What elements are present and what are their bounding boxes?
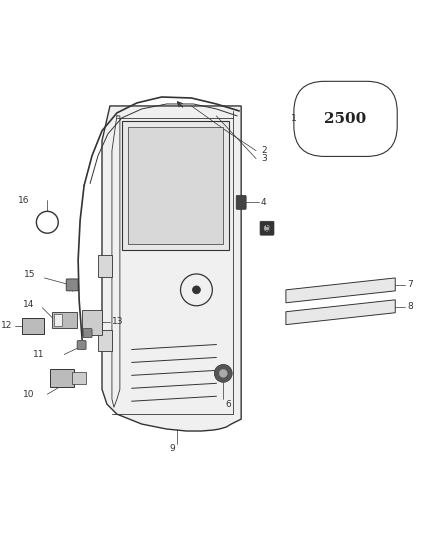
Text: 14: 14: [22, 300, 34, 309]
Text: 2: 2: [261, 146, 267, 155]
FancyBboxPatch shape: [236, 196, 246, 209]
Text: 11: 11: [33, 350, 44, 359]
Circle shape: [219, 369, 227, 377]
Text: 8: 8: [407, 302, 413, 311]
Text: 13: 13: [112, 317, 124, 326]
FancyBboxPatch shape: [22, 318, 44, 334]
FancyBboxPatch shape: [83, 329, 92, 337]
Text: 3: 3: [261, 154, 267, 163]
Text: 9: 9: [170, 445, 176, 454]
Text: 15: 15: [25, 270, 36, 279]
Text: 10: 10: [22, 390, 34, 399]
Text: 12: 12: [1, 321, 13, 330]
Text: 6: 6: [225, 400, 231, 409]
FancyBboxPatch shape: [50, 369, 74, 387]
Polygon shape: [286, 300, 395, 325]
FancyBboxPatch shape: [260, 221, 274, 235]
FancyBboxPatch shape: [54, 314, 62, 326]
Text: 2500: 2500: [325, 112, 367, 126]
Circle shape: [264, 225, 270, 231]
Circle shape: [192, 286, 201, 294]
FancyBboxPatch shape: [52, 312, 77, 328]
Polygon shape: [102, 106, 241, 431]
Text: 5: 5: [264, 224, 270, 233]
Text: 1: 1: [291, 115, 297, 123]
Circle shape: [214, 365, 232, 382]
FancyBboxPatch shape: [98, 329, 112, 351]
FancyBboxPatch shape: [66, 279, 78, 291]
FancyBboxPatch shape: [82, 310, 102, 335]
Polygon shape: [286, 278, 395, 303]
Polygon shape: [128, 127, 223, 244]
Text: 16: 16: [18, 196, 29, 205]
Text: 7: 7: [407, 280, 413, 289]
Polygon shape: [122, 121, 229, 250]
FancyBboxPatch shape: [98, 255, 112, 277]
Text: 4: 4: [261, 198, 267, 207]
FancyBboxPatch shape: [77, 341, 86, 350]
FancyBboxPatch shape: [72, 373, 86, 384]
